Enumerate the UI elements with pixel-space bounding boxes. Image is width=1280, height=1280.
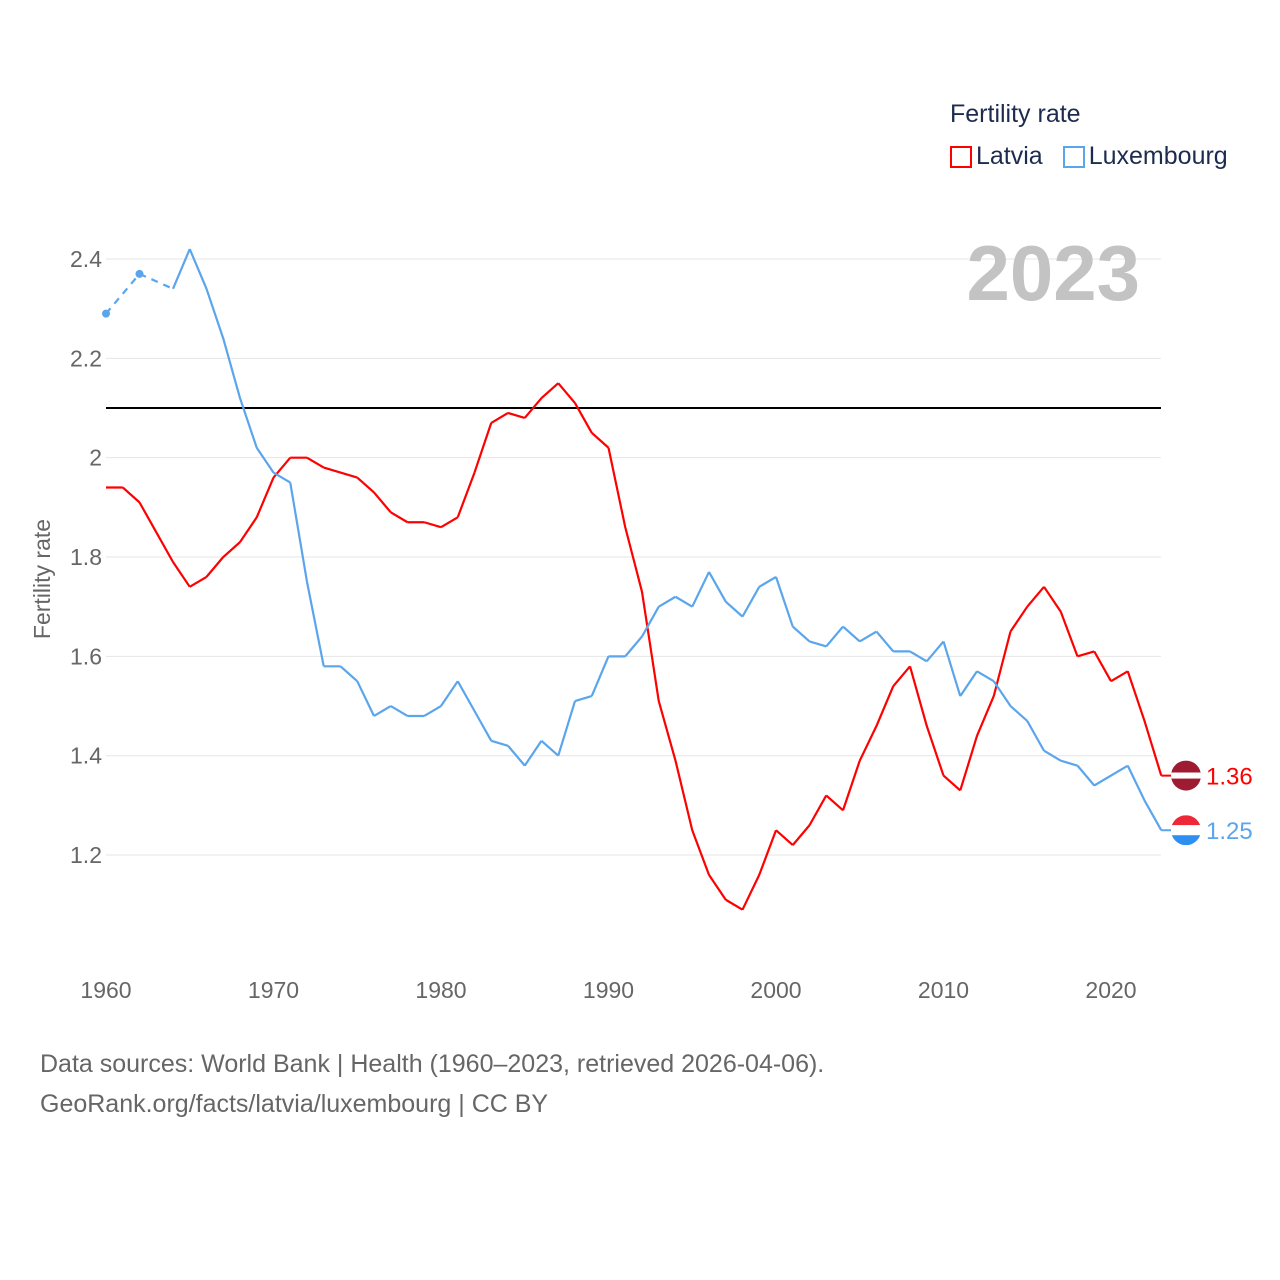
y-tick-label: 1.6 — [70, 643, 102, 669]
data-point-luxembourg — [135, 269, 144, 278]
x-tick-label: 2010 — [918, 977, 969, 1003]
end-value-label-latvia: 1.36 — [1206, 764, 1253, 791]
legend-item-latvia[interactable]: Latvia — [950, 142, 1043, 171]
end-value-label-luxembourg: 1.25 — [1206, 818, 1253, 845]
flag-stripe — [1171, 825, 1201, 836]
y-tick-label: 2.4 — [70, 246, 102, 272]
x-tick-label: 1960 — [80, 977, 131, 1003]
legend: Latvia Luxembourg — [950, 142, 1228, 171]
y-tick-label: 2.2 — [70, 345, 102, 371]
y-tick-label: 1.2 — [70, 842, 102, 868]
legend-swatch-latvia — [950, 145, 972, 168]
flag-icon-latvia — [1171, 760, 1201, 791]
y-tick-label: 1.8 — [70, 544, 102, 570]
x-tick-label: 1970 — [248, 977, 299, 1003]
flag-stripe — [1171, 835, 1201, 846]
footer: Data sources: World Bank | Health (1960–… — [40, 1044, 824, 1124]
x-tick-label: 1990 — [583, 977, 634, 1003]
flag-stripe — [1171, 778, 1201, 791]
current-year-label: 2023 — [966, 229, 1140, 317]
flag-stripe — [1171, 772, 1201, 779]
y-axis-label: Fertility rate — [29, 519, 55, 639]
flag-stripe — [1171, 760, 1201, 773]
legend-title: Fertility rate — [950, 100, 1081, 128]
x-tick-label: 2000 — [750, 977, 801, 1003]
flag-stripe — [1171, 815, 1201, 826]
legend-label-luxembourg: Luxembourg — [1088, 142, 1228, 170]
data-sources: Data sources: World Bank | Health (1960–… — [40, 1050, 825, 1078]
legend-swatch-luxembourg — [1062, 145, 1085, 168]
x-tick-label: 2020 — [1085, 977, 1136, 1003]
legend-item-luxembourg[interactable]: Luxembourg — [1062, 142, 1228, 171]
legend-label-latvia: Latvia — [976, 142, 1043, 170]
data-point-luxembourg — [102, 309, 110, 318]
series-line-latvia — [106, 382, 1163, 911]
y-tick-label: 2 — [89, 445, 102, 471]
series-gap-line-luxembourg — [105, 272, 174, 315]
x-tick-label: 1980 — [415, 977, 466, 1003]
flag-icon-luxembourg — [1171, 815, 1201, 846]
attribution: GeoRank.org/facts/latvia/luxembourg | CC… — [40, 1090, 549, 1118]
series-line-luxembourg — [171, 248, 1163, 831]
y-tick-label: 1.4 — [70, 743, 102, 769]
